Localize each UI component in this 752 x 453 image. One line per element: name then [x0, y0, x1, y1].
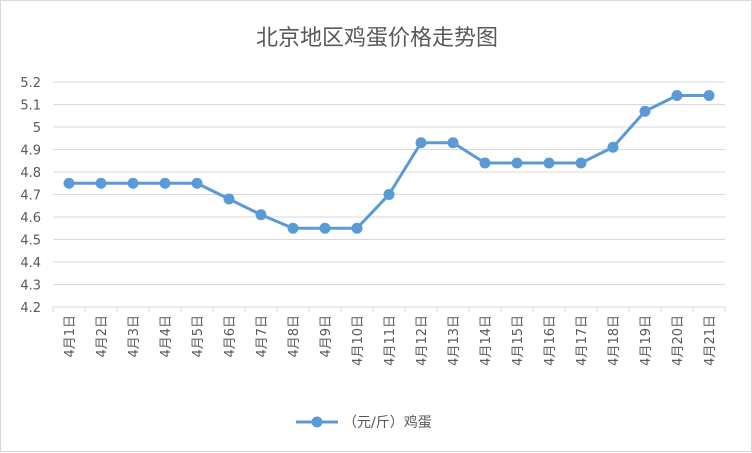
data-point	[287, 222, 299, 234]
x-tick-label: 4月10日	[351, 315, 366, 366]
legend-marker-swatch	[311, 416, 323, 428]
x-tick-label: 4月17日	[575, 315, 590, 366]
x-tick-label: 4月2日	[95, 315, 110, 358]
y-tick-label: 4.8	[20, 166, 41, 181]
data-point	[127, 177, 139, 189]
data-point	[95, 177, 107, 189]
series-line-path	[69, 94, 709, 230]
chart-title: 北京地区鸡蛋价格走势图	[256, 26, 498, 51]
y-tick-label: 4.4	[20, 256, 41, 271]
x-tick-label: 4月13日	[447, 315, 462, 366]
series-line	[63, 90, 715, 234]
x-tick-label: 4月4日	[159, 315, 174, 358]
data-point	[447, 137, 459, 149]
data-point	[703, 90, 715, 101]
x-tick-label: 4月11日	[383, 315, 398, 366]
x-tick-label: 4月19日	[639, 315, 654, 366]
data-point	[415, 137, 427, 149]
x-tick-label: 4月18日	[607, 315, 622, 366]
data-point	[383, 189, 395, 200]
data-point	[639, 105, 651, 117]
legend-series-label: （元/斤）鸡蛋	[343, 414, 432, 431]
y-tick-label: 4.3	[20, 279, 41, 294]
legend: （元/斤）鸡蛋	[296, 414, 432, 431]
data-point	[255, 209, 267, 221]
y-tick-label: 4.6	[20, 211, 41, 226]
data-point	[575, 157, 587, 169]
data-point	[223, 193, 235, 205]
y-tick-label: 5.1	[20, 99, 41, 114]
x-tick-label: 4月20日	[671, 315, 686, 366]
x-tick-label: 4月21日	[703, 315, 718, 366]
data-point	[191, 177, 203, 189]
data-point	[319, 222, 331, 234]
x-tick-label: 4月7日	[255, 315, 270, 358]
y-tick-label: 5.2	[20, 76, 41, 91]
x-tick-label: 4月6日	[223, 315, 238, 358]
data-point	[543, 157, 555, 169]
data-point	[159, 177, 171, 189]
x-tick-label: 4月5日	[191, 315, 206, 358]
y-tick-label: 4.7	[20, 189, 41, 204]
data-point	[671, 90, 683, 101]
data-point	[607, 141, 619, 153]
y-tick-label: 4.5	[20, 234, 41, 249]
data-point	[63, 177, 75, 189]
x-tick-label: 4月9日	[319, 315, 334, 358]
x-tick-label: 4月3日	[127, 315, 142, 358]
x-tick-label: 4月12日	[415, 315, 430, 366]
y-tick-label: 5	[33, 121, 41, 136]
y-tick-label: 4.9	[20, 144, 41, 159]
data-point	[479, 157, 491, 169]
y-axis-ticks: 4.2 4.3 4.4 4.5 4.6 4.7 4.8 4.9 5 5.1 5.2	[20, 76, 41, 316]
x-tick-label: 4月14日	[479, 315, 494, 366]
x-tick-label: 4月16日	[543, 315, 558, 366]
data-point	[511, 157, 523, 169]
x-axis-ticks: 4月1日 4月2日 4月3日 4月4日 4月5日 4月6日 4月7日 4月8日 4月9日 4月10…	[52, 307, 726, 366]
x-tick-label: 4月1日	[63, 315, 78, 358]
x-tick-label: 4月8日	[287, 315, 302, 358]
y-tick-label: 4.2	[20, 301, 41, 316]
data-point	[351, 222, 363, 234]
x-tick-label: 4月15日	[511, 315, 526, 366]
